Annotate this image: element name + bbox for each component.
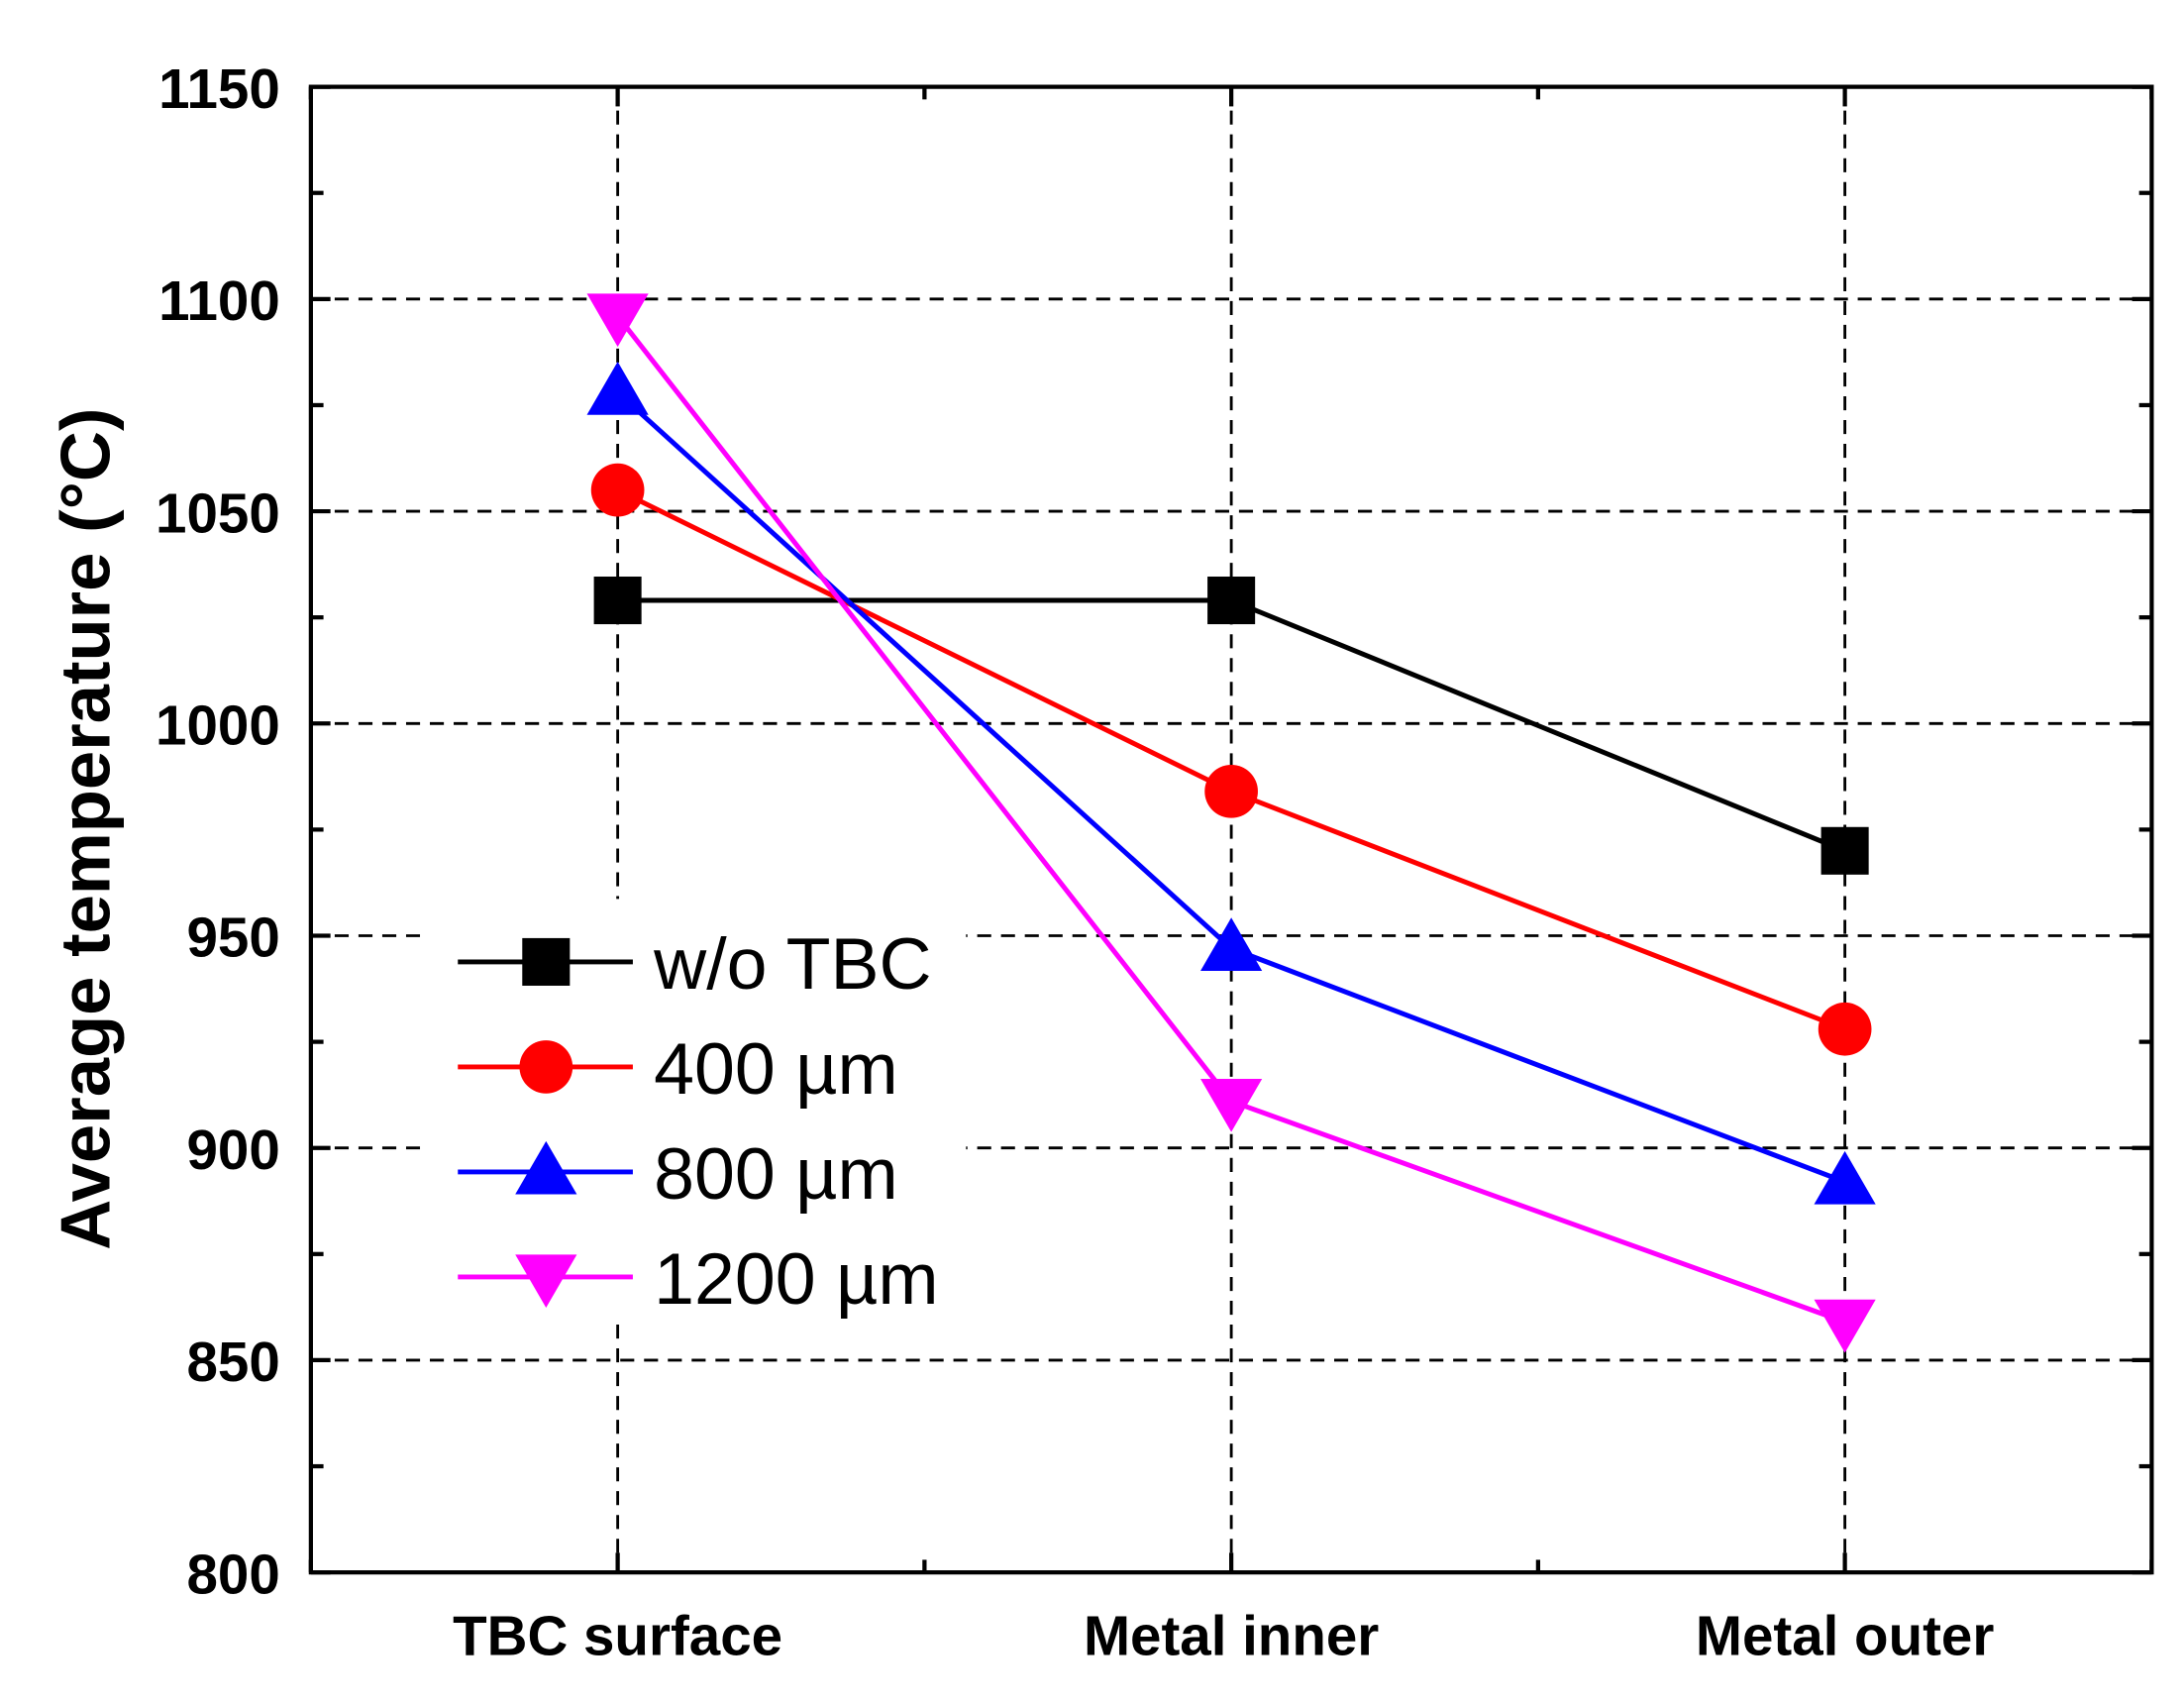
x-tick-label: Metal inner	[1084, 1605, 1379, 1667]
marker-triangle-up	[1814, 1150, 1876, 1205]
marker-triangle-up	[1200, 917, 1263, 971]
marker-circle	[1818, 1002, 1872, 1056]
marker-triangle-up	[586, 362, 649, 415]
x-tick-label: TBC surface	[453, 1605, 782, 1667]
marker-circle	[519, 1040, 573, 1094]
marker-circle	[590, 463, 645, 517]
y-tick-label: 1150	[158, 57, 280, 120]
legend-label: 1200 µm	[654, 1237, 938, 1320]
marker-square	[1207, 577, 1256, 625]
y-tick-labels: 800 850 900 950 1000 1050 1100 1150	[156, 57, 280, 1606]
legend-item: 1200 µm	[458, 1237, 939, 1320]
y-tick-label: 850	[186, 1331, 279, 1393]
marker-square	[522, 937, 571, 986]
marker-triangle-down	[515, 1254, 577, 1309]
y-tick-label: 1100	[158, 269, 280, 332]
y-tick-label: 800	[186, 1543, 279, 1605]
legend-label: 400 µm	[654, 1027, 898, 1110]
grid	[310, 86, 2152, 1573]
marker-square	[593, 577, 642, 625]
legend-item: 800 µm	[458, 1132, 898, 1215]
y-tick-label: 900	[186, 1118, 279, 1181]
y-tick-label: 1050	[156, 481, 280, 544]
series-w-o-tbc	[593, 577, 1869, 875]
y-tick-label: 1000	[156, 693, 280, 756]
marker-circle	[1204, 764, 1258, 818]
y-axis-label: Average temperature (°C)	[46, 408, 124, 1250]
x-tick-labels: TBC surface Metal inner Metal outer	[453, 1605, 1994, 1667]
x-tick-label: Metal outer	[1696, 1605, 1994, 1667]
series-400-m	[590, 463, 1872, 1056]
legend-label: 800 µm	[654, 1132, 898, 1215]
legend-label: w/o TBC	[653, 922, 931, 1005]
y-tick-label: 950	[186, 906, 279, 969]
marker-triangle-down	[1200, 1078, 1263, 1132]
legend: w/o TBC 400 µm 800 µm 1200 µm	[458, 922, 939, 1320]
legend-background	[420, 899, 967, 1320]
marker-square	[1820, 826, 1869, 875]
marker-triangle-up	[515, 1140, 577, 1195]
legend-item: 400 µm	[458, 1027, 898, 1110]
series-1200-m	[586, 293, 1876, 1353]
marker-triangle-down	[1814, 1299, 1876, 1353]
ticks	[308, 84, 2154, 1575]
series-layer	[586, 293, 1876, 1353]
marker-triangle-down	[586, 293, 649, 348]
legend-item: w/o TBC	[458, 922, 932, 1005]
